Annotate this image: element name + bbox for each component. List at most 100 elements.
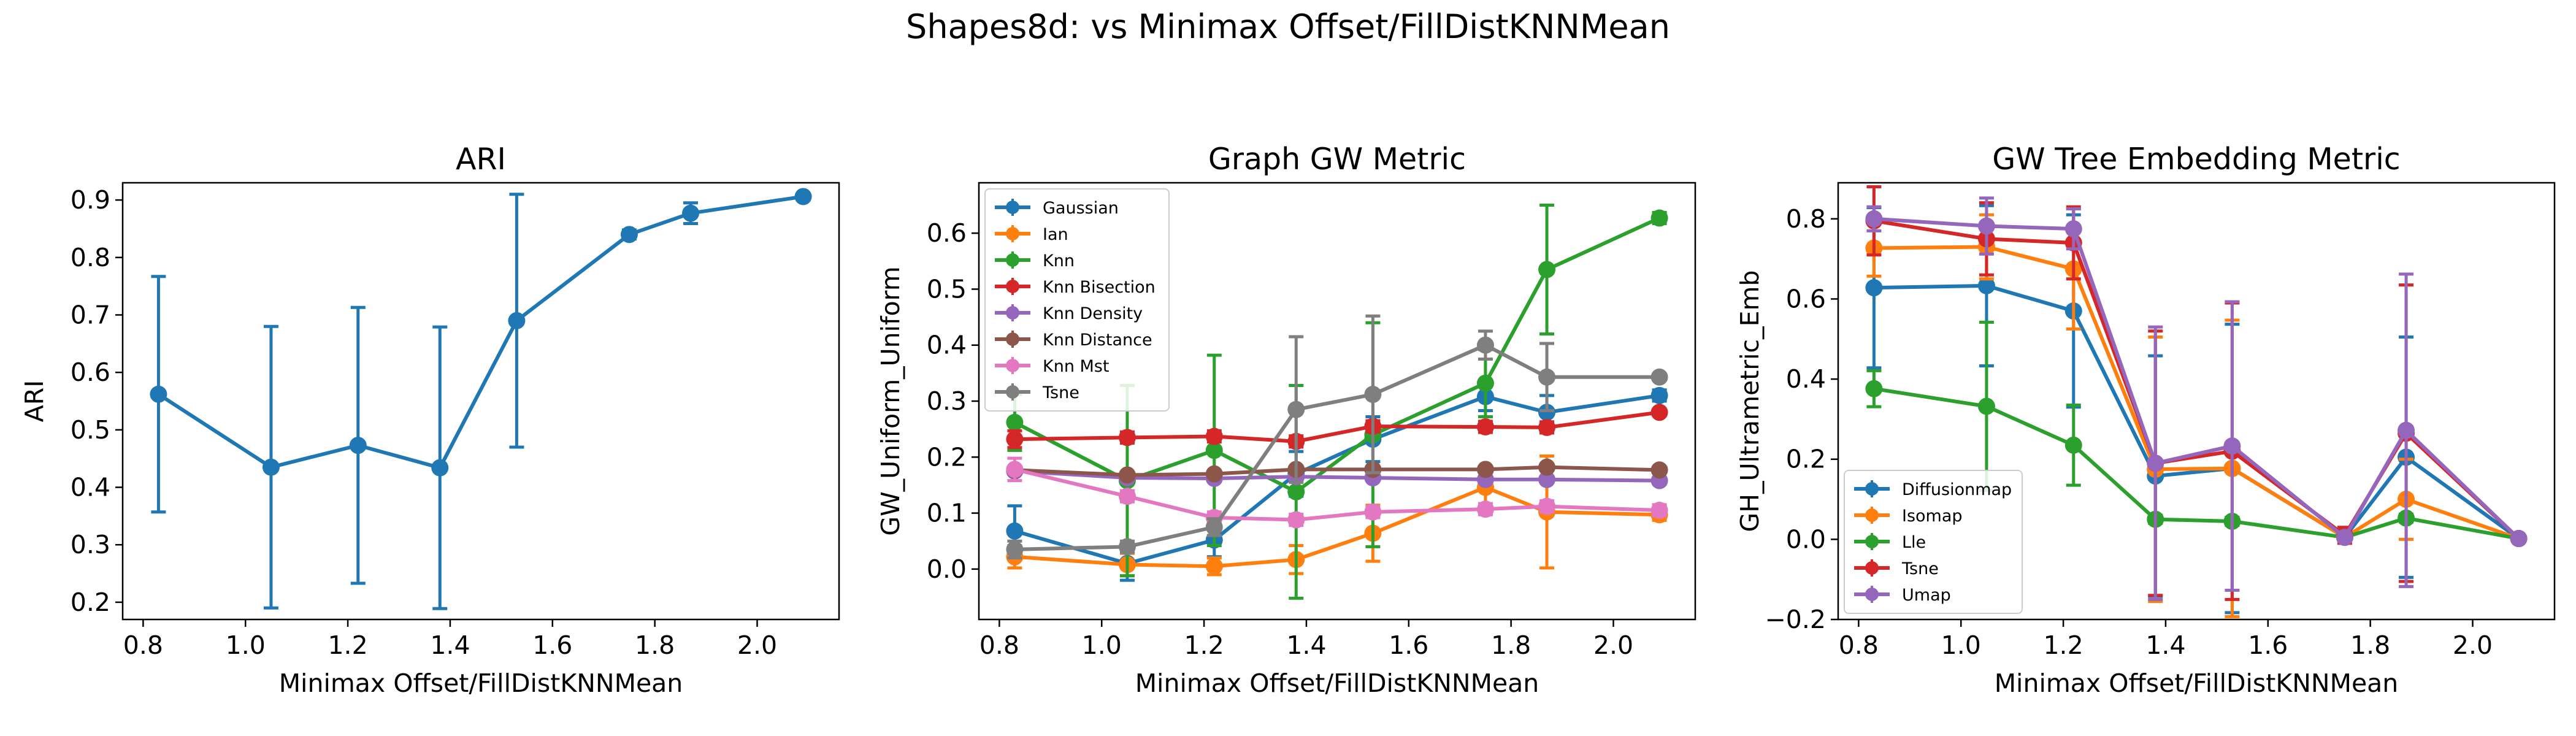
data-point <box>2064 436 2082 454</box>
y-tick-label: 0.6 <box>1786 284 1826 313</box>
data-point <box>1287 511 1305 529</box>
y-tick-label: 0.8 <box>1786 204 1826 234</box>
x-tick-label: 1.8 <box>1491 631 1531 660</box>
legend-marker <box>1865 508 1879 522</box>
legend-label: Knn <box>1043 251 1075 270</box>
y-tick-label: 0.3 <box>71 530 110 559</box>
y-tick-label: 0.6 <box>927 218 967 248</box>
data-point <box>1118 488 1136 505</box>
legend-label: Knn Bisection <box>1043 278 1156 297</box>
x-tick-label: 1.0 <box>1941 631 1981 660</box>
data-point <box>1650 461 1668 479</box>
x-tick-label: 1.0 <box>1082 631 1122 660</box>
data-point <box>1538 404 1556 421</box>
data-point <box>1205 442 1223 459</box>
series-line <box>1874 217 2520 540</box>
legend-entry: Lle <box>1854 533 1926 552</box>
legend-entry: Knn Bisection <box>995 278 1156 297</box>
legend-marker <box>1865 561 1879 575</box>
data-point <box>1118 466 1136 484</box>
data-point <box>431 459 449 477</box>
data-point <box>1650 404 1668 421</box>
data-point <box>1538 261 1556 278</box>
legend-entry: Diffusionmap <box>1854 480 2012 499</box>
data-point <box>1538 470 1556 488</box>
subplot-2: Graph GW Metric 0.8 1.0 1.2 1.4 1.6 1.8 2.0 0.0 0… <box>876 142 1696 698</box>
data-point <box>1006 413 1024 431</box>
x-tick-label: 1.2 <box>2043 631 2083 660</box>
data-point <box>1006 431 1024 448</box>
data-point <box>1650 368 1668 386</box>
y-tick-label: 0.6 <box>71 358 110 387</box>
legend: Diffusionmap Isomap Lle Tsne Umap <box>1844 470 2023 614</box>
subplot-title: Graph GW Metric <box>1208 142 1466 177</box>
data-point <box>2510 530 2528 548</box>
subplot-title: ARI <box>456 142 506 177</box>
legend-marker <box>1006 280 1019 293</box>
plots: ARI 0.8 1.0 1.2 1.4 1.6 1.8 2.0 0.2 0.3 0.4 0.5 0.6 0… <box>20 142 2556 698</box>
data-point <box>1977 217 1995 235</box>
legend-label: Tsne <box>1901 559 1939 578</box>
legend-entry: Isomap <box>1854 507 1963 526</box>
data-point <box>1287 401 1305 418</box>
data-point <box>1538 368 1556 386</box>
x-tick-label: 0.8 <box>979 631 1019 660</box>
data-point <box>1650 209 1668 227</box>
data-point <box>620 226 638 243</box>
legend-label: Knn Distance <box>1043 331 1152 350</box>
data-point <box>794 188 812 205</box>
data-point <box>1118 538 1136 556</box>
data-point <box>1006 461 1024 478</box>
series-line <box>1014 343 1660 551</box>
data-point <box>1364 503 1382 521</box>
series-umap <box>1865 196 2528 601</box>
legend-marker <box>1006 227 1019 240</box>
legend-marker <box>1865 588 1879 601</box>
data-point <box>1650 502 1668 519</box>
data-point <box>1006 540 1024 558</box>
legend-marker <box>1865 535 1879 548</box>
data-point <box>1650 386 1668 404</box>
data-point <box>2223 437 2241 455</box>
legend-entry: Knn <box>995 251 1075 270</box>
series-group <box>1006 204 1668 600</box>
subplot-title: GW Tree Embedding Metric <box>1992 142 2401 177</box>
legend-marker <box>1006 332 1019 346</box>
data-point <box>1205 465 1223 483</box>
data-point <box>1205 518 1223 536</box>
legend-label: Gaussian <box>1043 199 1119 218</box>
y-tick-label: 0.7 <box>71 300 110 329</box>
legend-label: Tsne <box>1042 383 1079 402</box>
data-point <box>1364 386 1382 404</box>
series-group <box>150 188 812 610</box>
legend-label: Isomap <box>1902 507 1963 526</box>
legend-label: Knn Density <box>1043 304 1143 323</box>
legend-label: Ian <box>1043 225 1068 244</box>
x-tick-label: 0.8 <box>1839 631 1879 660</box>
y-tick-label: 0.5 <box>927 274 967 304</box>
x-tick-label: 2.0 <box>1593 631 1633 660</box>
y-tick-label: 0.2 <box>927 442 967 472</box>
data-point <box>262 458 280 476</box>
legend-marker <box>1006 253 1019 267</box>
data-point <box>2336 529 2353 546</box>
data-point <box>1205 427 1223 445</box>
legend-entry: Gaussian <box>995 199 1119 218</box>
data-point <box>150 385 167 403</box>
x-axis-label: Minimax Offset/FillDistKNNMean <box>1995 669 2399 698</box>
legend-label: Knn Mst <box>1043 357 1109 376</box>
data-point <box>1538 418 1556 436</box>
x-axis-label: Minimax Offset/FillDistKNNMean <box>1135 669 1539 698</box>
y-tick-label: 0.2 <box>1786 445 1826 474</box>
series-group <box>1865 185 2528 618</box>
x-tick-label: 1.2 <box>328 631 367 660</box>
data-point <box>1006 522 1024 540</box>
x-tick-label: 1.0 <box>226 631 266 660</box>
data-point <box>1538 458 1556 476</box>
y-tick-label: 0.1 <box>927 499 967 528</box>
legend-entry: Umap <box>1854 586 1951 605</box>
data-point <box>1205 558 1223 575</box>
series-knn-mst <box>1006 456 1668 529</box>
data-point <box>1977 277 1995 294</box>
